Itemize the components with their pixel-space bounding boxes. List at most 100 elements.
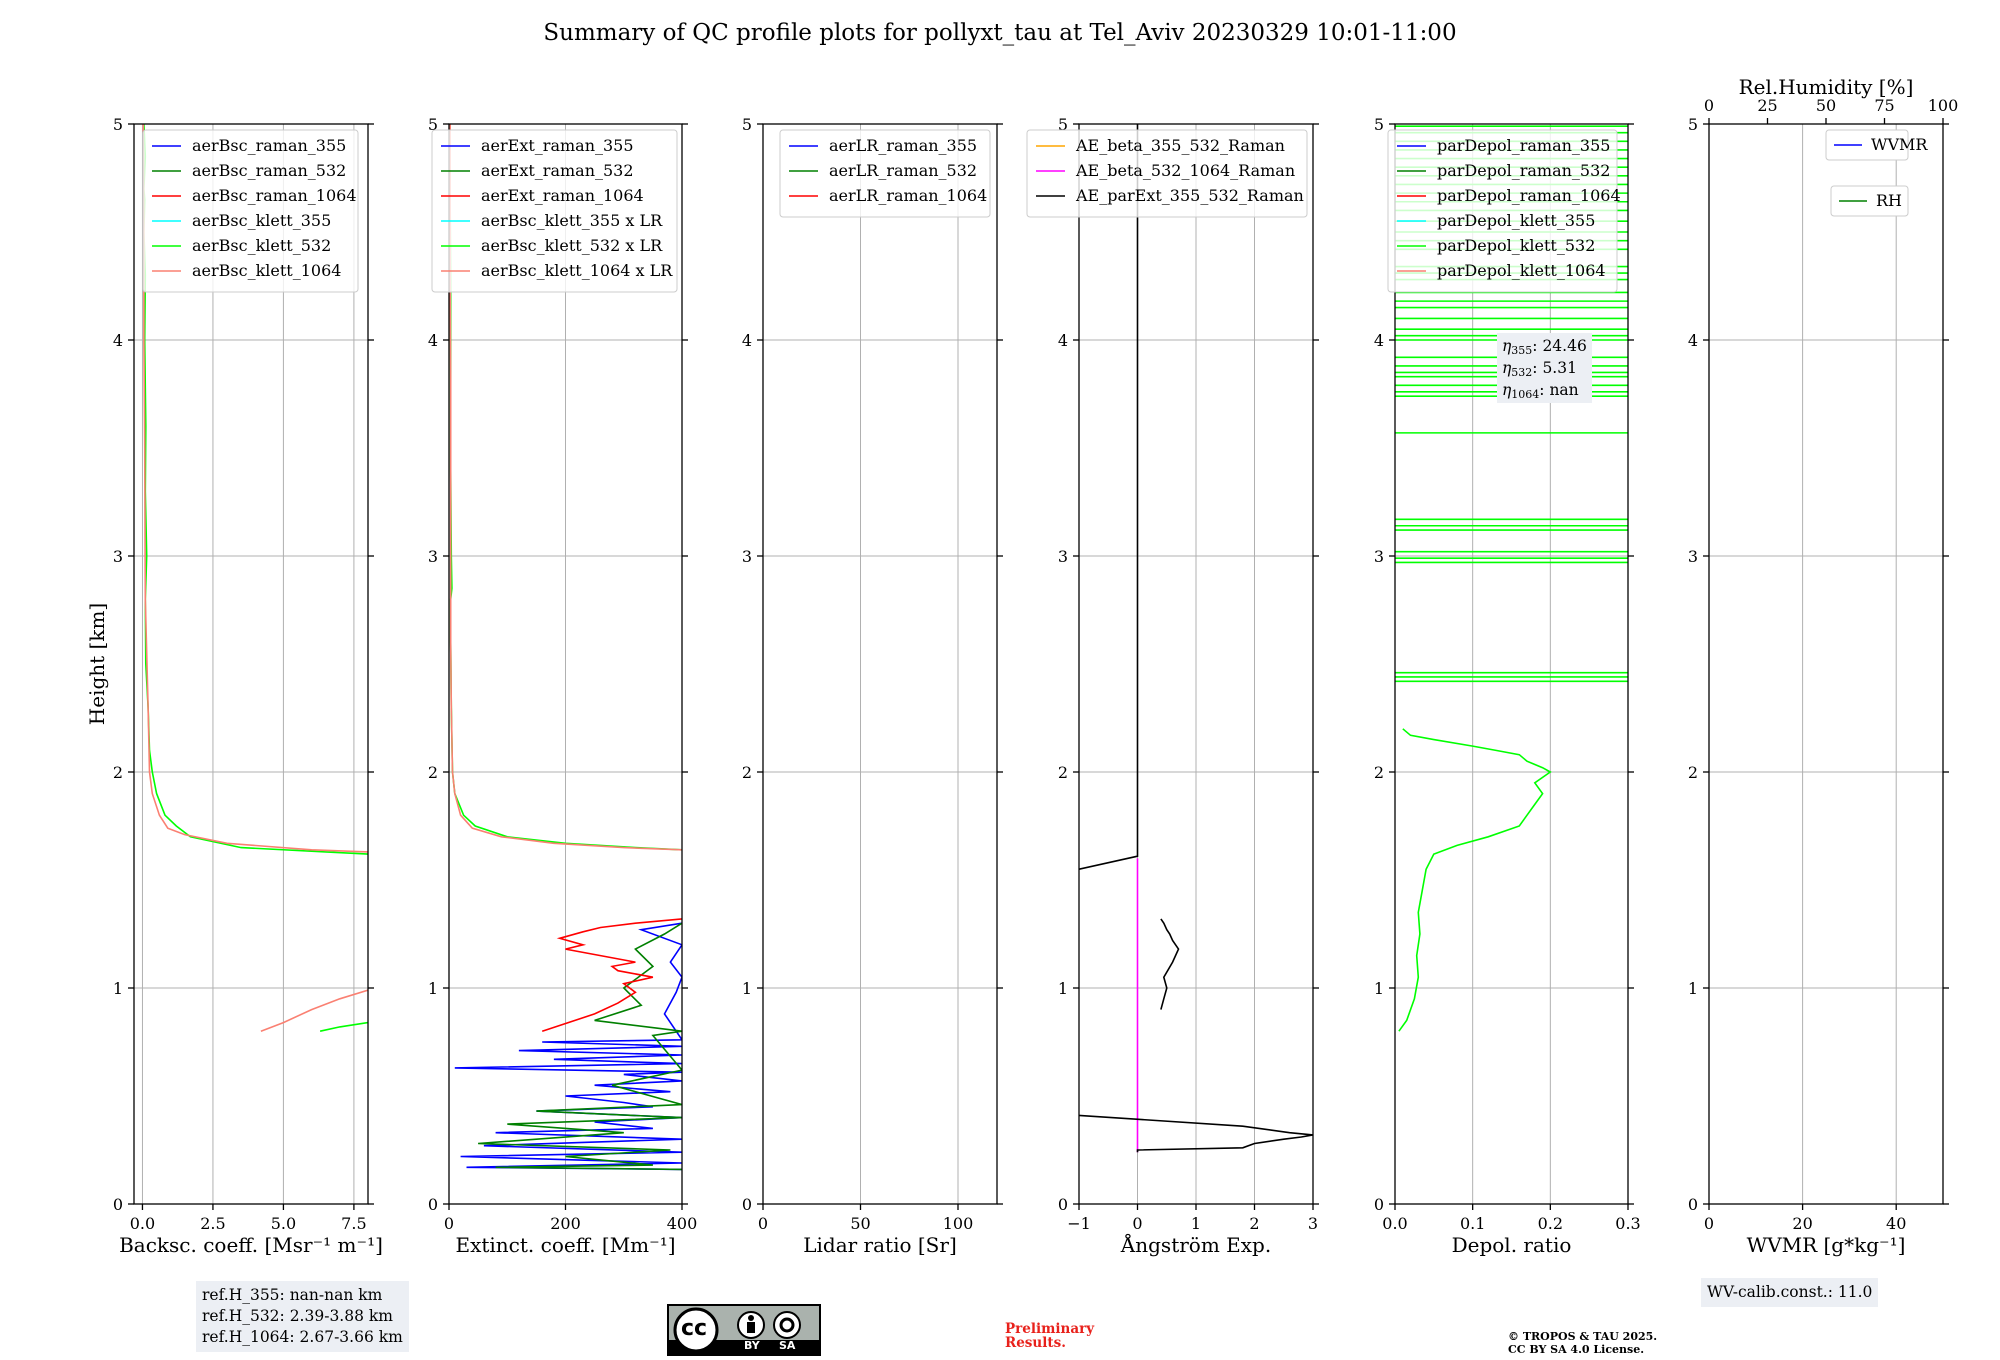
depol-legend-label: parDepol_klett_355 [1437,211,1595,230]
depol-xtick-label: 0.3 [1615,1214,1640,1233]
depol-eta-box [1497,333,1592,403]
depol-xtick-label: 0.2 [1538,1214,1563,1233]
angstrom-ytick-label: 1 [1058,979,1068,998]
depol-legend-label: parDepol_raman_1064 [1437,186,1621,205]
depol-legend-label: parDepol_klett_532 [1437,236,1595,255]
wvmr-axes-frame [1708,123,1944,1205]
lidar_ratio-ytick-label: 4 [742,331,752,350]
extinction-series-line [478,922,682,1171]
extinction-xtick-label: 200 [550,1214,581,1233]
extinction-legend-box [431,129,678,293]
extinction-ytick-label: 4 [428,331,438,350]
backscatter-axes-frame [133,123,369,1205]
depol-legend-box [1387,129,1618,293]
backscatter-ytick-label: 5 [113,115,123,134]
depol-eta-annotation: η355: 24.46 [1502,337,1587,357]
wvmr-ytick-label: 0 [1688,1195,1698,1214]
depol-ytick-label: 2 [1374,763,1384,782]
backscatter-legend-label: aerBsc_raman_355 [192,136,346,155]
backscatter-ytick-label: 2 [113,763,123,782]
backscatter-legend-box [142,129,359,293]
angstrom-legend-label: AE_parExt_355_532_Raman [1075,186,1304,205]
extinction-ytick-label: 2 [428,763,438,782]
extinction-legend-label: aerExt_raman_355 [481,136,634,155]
wvmr-x2tick-label: 100 [1928,96,1959,115]
wvmr-ytick-label: 1 [1688,979,1698,998]
angstrom-legend-box [1026,129,1308,218]
wvmr-legend-box [1825,129,1909,161]
backscatter-xtick-label: 5.0 [271,1214,296,1233]
depol-ytick-label: 4 [1374,331,1384,350]
copyright-line-2: CC BY SA 4.0 License. [1508,1343,1645,1356]
lidar_ratio-legend-label: aerLR_raman_532 [829,161,977,180]
depol-ytick-label: 3 [1374,547,1384,566]
depol-xlabel: Depol. ratio [1452,1233,1572,1257]
wvmr-ytick-label: 5 [1688,115,1698,134]
extinction-legend-label: aerBsc_klett_532 x LR [481,236,663,255]
sa-label: SA [779,1339,796,1352]
extinction-xlabel: Extinct. coeff. [Mm⁻¹] [455,1233,675,1257]
angstrom-series-line [1079,124,1313,1153]
wvmr-x2tick-label: 0 [1704,96,1714,115]
angstrom-xtick-label: 1 [1191,1214,1201,1233]
depol-xtick-label: 0.1 [1460,1214,1485,1233]
preliminary-line-2: Results. [1005,1335,1066,1351]
angstrom-ytick-label: 3 [1058,547,1068,566]
extinction-series-line [449,124,682,851]
lidar_ratio-ytick-label: 5 [742,115,752,134]
depol-ytick-label: 5 [1374,115,1384,134]
lidar_ratio-xtick-label: 100 [943,1214,974,1233]
wvmr-xtick-label: 40 [1886,1214,1906,1233]
lidar_ratio-legend-label: aerLR_raman_355 [829,136,977,155]
angstrom-ytick-label: 2 [1058,763,1068,782]
extinction-legend-label: aerExt_raman_532 [481,161,634,180]
preliminary-line-1: Preliminary [1005,1321,1095,1337]
wvmr-ytick-label: 3 [1688,547,1698,566]
backscatter-ytick-label: 1 [113,979,123,998]
lidar_ratio-xtick-label: 0 [758,1214,768,1233]
lidar_ratio-ytick-label: 0 [742,1195,752,1214]
extinction-series-line [541,918,682,1032]
wv-calib-const: WV-calib.const.: 11.0 [1707,1283,1873,1301]
figure-title: Summary of QC profile plots for pollyxt_… [543,20,1457,46]
extinction-xtick-label: 0 [444,1214,454,1233]
wvmr-x2tick-label: 25 [1757,96,1777,115]
extinction-series-line [454,922,682,1171]
lidar_ratio-xtick-label: 50 [850,1214,870,1233]
ref-h-355: ref.H_355: nan-nan km [202,1286,383,1304]
extinction-ytick-label: 3 [428,547,438,566]
extinction-legend-label: aerBsc_klett_1064 x LR [481,261,673,280]
backscatter-series-line [142,124,368,1032]
ref-h-1064: ref.H_1064: 2.67-3.66 km [202,1328,403,1346]
wvmr-legend-label: WVMR [1871,135,1928,154]
backscatter-legend-label: aerBsc_raman_532 [192,161,346,180]
lidar_ratio-ytick-label: 2 [742,763,752,782]
lidar_ratio-axes-frame [762,123,998,1205]
angstrom-legend-label: AE_beta_355_532_Raman [1075,136,1285,155]
angstrom-xtick-label: −1 [1067,1214,1091,1233]
ref-h-532: ref.H_532: 2.39-3.88 km [202,1307,393,1325]
backscatter-ytick-label: 3 [113,547,123,566]
angstrom-legend-label: AE_beta_532_1064_Raman [1075,161,1295,180]
by-label: BY [744,1339,760,1352]
depol-ytick-label: 1 [1374,979,1384,998]
backscatter-ytick-label: 0 [113,1195,123,1214]
reference-height-box: ref.H_355: nan-nan km ref.H_532: 2.39-3.… [196,1281,409,1352]
depol-legend-label: parDepol_klett_1064 [1437,261,1606,280]
angstrom-xlabel: Ångström Exp. [1120,1232,1271,1257]
wvmr-x2label: Rel.Humidity [%] [1739,75,1914,99]
extinction-legend-label: aerExt_raman_1064 [481,186,644,205]
lidar_ratio-ytick-label: 3 [742,547,752,566]
angstrom-xtick-label: 2 [1249,1214,1259,1233]
backscatter-xtick-label: 2.5 [200,1214,225,1233]
cc-by-sa-badge: cc BY SA [667,1304,821,1356]
angstrom-ytick-label: 5 [1058,115,1068,134]
depol-series-line [1398,728,1552,1032]
angstrom-ytick-label: 0 [1058,1195,1068,1214]
backscatter-xtick-label: 7.5 [341,1214,366,1233]
depol-ytick-label: 0 [1374,1195,1384,1214]
copyright-line-1: © TROPOS & TAU 2025. [1508,1330,1658,1343]
copyright-note: © TROPOS & TAU 2025. CC BY SA 4.0 Licens… [1508,1330,1657,1356]
backscatter-xtick-label: 0.0 [130,1214,155,1233]
